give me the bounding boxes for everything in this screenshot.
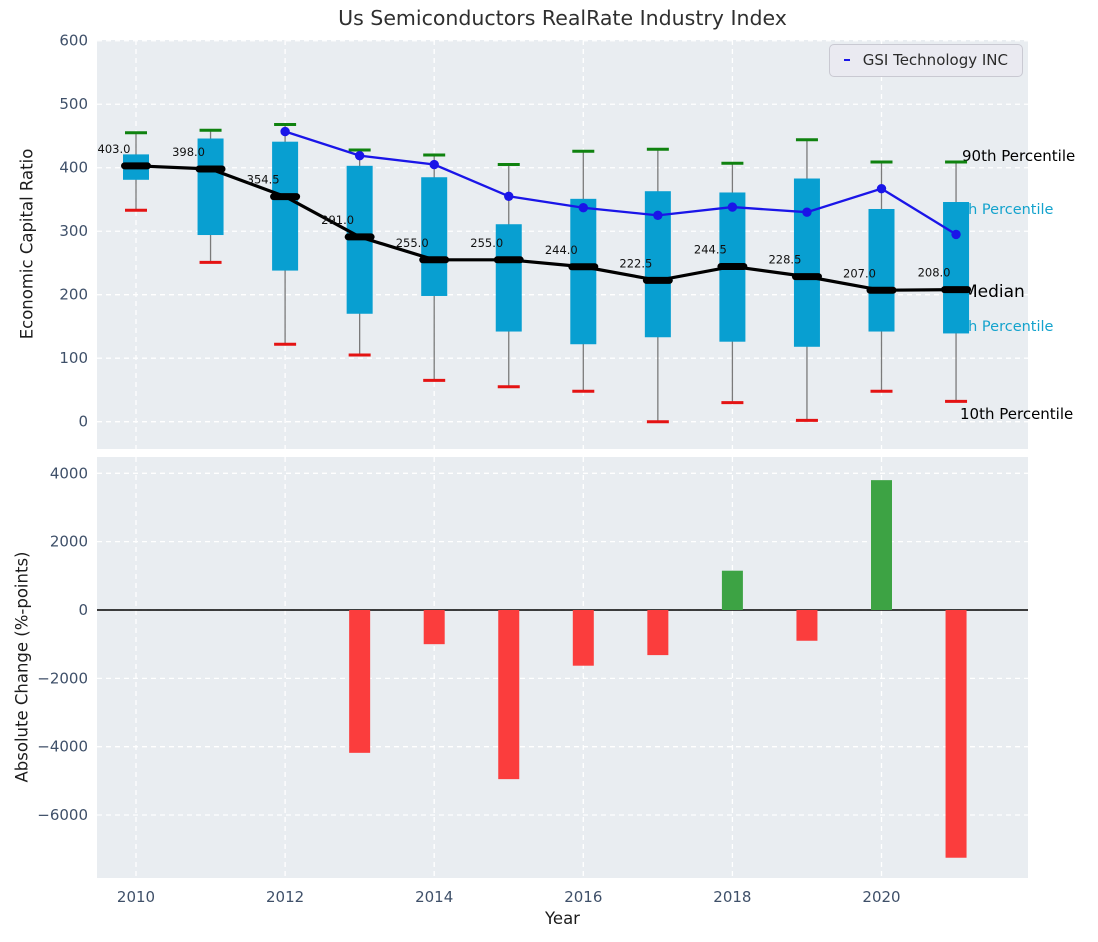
median-marker-2018 — [717, 262, 748, 270]
bottom-y-axis-label: Absolute Change (%-points) — [12, 551, 32, 783]
median-marker-2021 — [941, 286, 972, 294]
gsi-point-2019 — [802, 207, 812, 217]
gsi-point-2012 — [280, 126, 290, 137]
median-marker-2016 — [568, 263, 599, 271]
legend: GSI Technology INC — [829, 44, 1023, 77]
y-tick-bottom-4000: 4000 — [50, 464, 88, 482]
bar-2021 — [945, 610, 967, 858]
gsi-point-2013 — [354, 150, 365, 161]
y-tick-top-0: 0 — [78, 413, 88, 431]
median-marker-2014 — [419, 256, 450, 264]
bar-2015 — [498, 610, 520, 780]
x-tick-2010: 2010 — [117, 888, 155, 906]
median-label-2019: 228.5 — [768, 253, 801, 267]
median-label-2021: 208.0 — [918, 266, 951, 280]
median-label-2011: 398.0 — [172, 145, 205, 159]
y-tick-top-100: 100 — [59, 349, 88, 367]
median-marker-2015 — [493, 256, 524, 264]
gsi-point-2018 — [727, 202, 738, 212]
bar-2018 — [721, 570, 743, 610]
y-tick-bottom-0: 0 — [78, 601, 88, 619]
box-2016 — [570, 198, 597, 345]
gsi-point-2015 — [504, 191, 514, 201]
box-2015 — [495, 224, 522, 332]
gsi-point-2021 — [951, 229, 961, 240]
x-axis-label: Year — [545, 909, 580, 928]
annotation-25th-percentile: 25th Percentile — [944, 319, 1054, 335]
annotation-median: Median — [963, 282, 1025, 302]
box-2014 — [421, 177, 448, 296]
median-label-2016: 244.0 — [545, 243, 578, 257]
x-tick-2014: 2014 — [415, 888, 453, 906]
y-tick-top-500: 500 — [59, 95, 88, 113]
top-y-axis-label: Economic Capital Ratio — [17, 148, 37, 340]
gsi-point-2016 — [578, 203, 588, 213]
legend-line-swatch — [844, 59, 850, 61]
median-marker-2019 — [791, 273, 822, 281]
annotation-90th-percentile: 90th Percentile — [962, 147, 1075, 165]
median-label-2012: 354.5 — [247, 173, 280, 187]
median-marker-2013 — [344, 233, 375, 241]
annotation-10th-percentile: 10th Percentile — [960, 405, 1073, 423]
median-marker-2020 — [866, 286, 897, 294]
y-tick-top-300: 300 — [59, 222, 88, 240]
chart-title: Us Semiconductors RealRate Industry Inde… — [338, 6, 787, 30]
y-tick-bottom--6000: −6000 — [37, 806, 88, 824]
gsi-point-2020 — [876, 183, 887, 194]
median-marker-2011 — [195, 165, 226, 173]
box-2011 — [197, 138, 224, 236]
bar-2019 — [796, 610, 818, 641]
y-tick-bottom-2000: 2000 — [50, 533, 88, 551]
annotation-75th-percentile: 75th Percentile — [944, 202, 1054, 218]
median-label-2015: 255.0 — [470, 236, 503, 250]
bar-2013 — [349, 610, 371, 753]
x-tick-2016: 2016 — [564, 888, 602, 906]
gsi-point-2014 — [429, 159, 439, 170]
median-label-2020: 207.0 — [843, 266, 876, 280]
median-marker-2010 — [121, 162, 151, 170]
y-tick-bottom--4000: −4000 — [37, 738, 88, 756]
median-marker-2012 — [270, 193, 301, 201]
y-tick-bottom--2000: −2000 — [37, 669, 88, 687]
x-tick-2012: 2012 — [266, 888, 304, 906]
box-2012 — [272, 141, 299, 271]
bar-2020 — [871, 480, 892, 610]
y-tick-top-200: 200 — [59, 286, 88, 304]
box-2019 — [793, 178, 820, 347]
bar-2016 — [572, 610, 594, 666]
gsi-point-2017 — [653, 210, 663, 221]
y-tick-top-400: 400 — [59, 159, 88, 177]
bar-2014 — [423, 610, 445, 645]
y-tick-top-600: 600 — [59, 32, 88, 50]
median-marker-2017 — [642, 276, 673, 284]
box-2020 — [868, 208, 895, 332]
bar-2017 — [647, 610, 669, 656]
x-tick-2018: 2018 — [713, 888, 751, 906]
legend-label: GSI Technology INC — [862, 51, 1008, 69]
x-tick-2020: 2020 — [862, 888, 900, 906]
median-label-2010: 403.0 — [98, 142, 131, 156]
median-label-2013: 291.0 — [321, 213, 354, 227]
median-label-2014: 255.0 — [396, 236, 429, 250]
gsi-line — [284, 130, 957, 236]
box-2021 — [943, 202, 970, 334]
median-label-2017: 222.5 — [619, 256, 652, 270]
median-label-2018: 244.5 — [694, 242, 727, 256]
